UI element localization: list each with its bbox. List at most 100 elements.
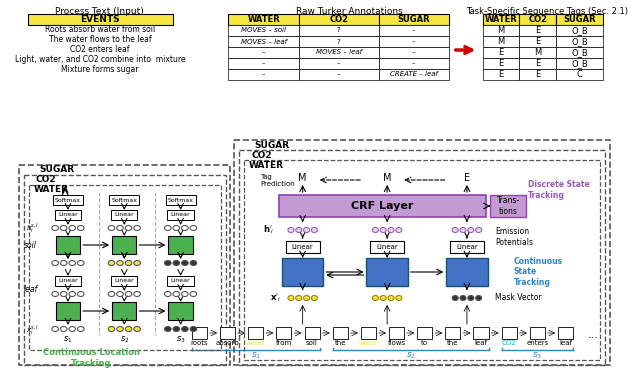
- Text: leaf: leaf: [559, 340, 572, 346]
- Bar: [228, 14, 299, 25]
- Bar: [19, 165, 230, 365]
- Ellipse shape: [116, 226, 124, 231]
- Text: WATER: WATER: [33, 185, 68, 194]
- Bar: [333, 327, 348, 339]
- Bar: [53, 195, 83, 205]
- Bar: [483, 36, 520, 47]
- Ellipse shape: [388, 296, 394, 301]
- Text: Linear: Linear: [115, 278, 134, 283]
- Bar: [228, 47, 299, 58]
- Bar: [556, 47, 603, 58]
- Bar: [556, 58, 603, 69]
- Text: –: –: [412, 27, 415, 34]
- Bar: [228, 25, 299, 36]
- Bar: [228, 69, 299, 80]
- Bar: [299, 36, 379, 47]
- Ellipse shape: [125, 226, 132, 231]
- Bar: [520, 14, 556, 25]
- Ellipse shape: [476, 228, 482, 233]
- Bar: [112, 236, 136, 254]
- Text: from: from: [276, 340, 292, 346]
- Ellipse shape: [173, 260, 180, 265]
- Ellipse shape: [60, 292, 67, 296]
- Ellipse shape: [396, 296, 402, 301]
- Text: M: M: [497, 37, 505, 46]
- Ellipse shape: [190, 226, 196, 231]
- Bar: [55, 210, 81, 220]
- Text: WATER: WATER: [249, 160, 284, 170]
- Text: $h_i^{s,l}$: $h_i^{s,l}$: [26, 221, 39, 235]
- Ellipse shape: [108, 292, 115, 296]
- Ellipse shape: [164, 226, 171, 231]
- Text: SUGAR: SUGAR: [563, 15, 596, 24]
- Text: O_B: O_B: [572, 26, 588, 35]
- Ellipse shape: [69, 292, 76, 296]
- Ellipse shape: [288, 228, 294, 233]
- Text: Continuous
State
Tracking: Continuous State Tracking: [514, 257, 563, 287]
- Ellipse shape: [125, 326, 132, 332]
- Text: –: –: [337, 61, 340, 66]
- Bar: [299, 25, 379, 36]
- Text: –: –: [262, 72, 266, 77]
- Text: O_B: O_B: [572, 37, 588, 46]
- Text: MOVES – leaf: MOVES – leaf: [316, 50, 362, 56]
- Bar: [556, 36, 603, 47]
- Ellipse shape: [452, 296, 458, 301]
- Ellipse shape: [182, 260, 188, 265]
- Text: –: –: [412, 38, 415, 45]
- Bar: [168, 276, 194, 286]
- Text: CO2: CO2: [251, 151, 271, 160]
- Text: Discrete State
Tracking: Discrete State Tracking: [528, 180, 589, 200]
- Text: –: –: [412, 61, 415, 66]
- Bar: [228, 58, 299, 69]
- Bar: [379, 58, 449, 69]
- Text: Raw Turker Annotations: Raw Turker Annotations: [296, 7, 403, 16]
- Text: ?: ?: [337, 27, 340, 34]
- Bar: [168, 302, 193, 320]
- Bar: [282, 258, 323, 286]
- Text: E: E: [499, 48, 504, 57]
- Bar: [24, 175, 226, 365]
- Text: M: M: [534, 48, 541, 57]
- Text: CREATE – leaf: CREATE – leaf: [390, 72, 438, 77]
- Bar: [446, 258, 488, 286]
- Text: $s_3$: $s_3$: [176, 335, 186, 345]
- Text: leaf: leaf: [24, 285, 38, 294]
- Ellipse shape: [182, 326, 188, 332]
- Bar: [56, 236, 80, 254]
- Bar: [299, 14, 379, 25]
- Text: O_B: O_B: [572, 48, 588, 57]
- Text: the: the: [335, 340, 346, 346]
- Ellipse shape: [460, 228, 466, 233]
- Ellipse shape: [134, 292, 140, 296]
- Text: M: M: [497, 26, 505, 35]
- Ellipse shape: [173, 292, 180, 296]
- Text: $x_i^{s,l}$: $x_i^{s,l}$: [26, 323, 39, 337]
- Bar: [379, 25, 449, 36]
- Text: soil: soil: [306, 340, 318, 346]
- Text: soil: soil: [24, 240, 36, 249]
- Bar: [379, 36, 449, 47]
- Text: $s_1$: $s_1$: [63, 335, 73, 345]
- Bar: [520, 36, 556, 47]
- Bar: [168, 210, 194, 220]
- Ellipse shape: [125, 292, 132, 296]
- Bar: [166, 195, 196, 205]
- Text: MOVES – soil: MOVES – soil: [241, 27, 286, 34]
- Bar: [370, 241, 404, 253]
- Text: $s_2$: $s_2$: [406, 351, 415, 361]
- Ellipse shape: [164, 260, 171, 265]
- Ellipse shape: [388, 228, 394, 233]
- Text: SUGAR: SUGAR: [397, 15, 430, 24]
- Text: absorb: absorb: [216, 340, 239, 346]
- Ellipse shape: [296, 228, 301, 233]
- Text: O_B: O_B: [572, 59, 588, 68]
- Ellipse shape: [182, 292, 188, 296]
- Text: MOVES – leaf: MOVES – leaf: [241, 38, 287, 45]
- Text: CO2: CO2: [502, 340, 516, 346]
- Bar: [558, 327, 573, 339]
- Bar: [483, 69, 520, 80]
- Ellipse shape: [77, 326, 84, 332]
- Ellipse shape: [125, 260, 132, 265]
- Text: Emission
Potentials: Emission Potentials: [495, 227, 533, 247]
